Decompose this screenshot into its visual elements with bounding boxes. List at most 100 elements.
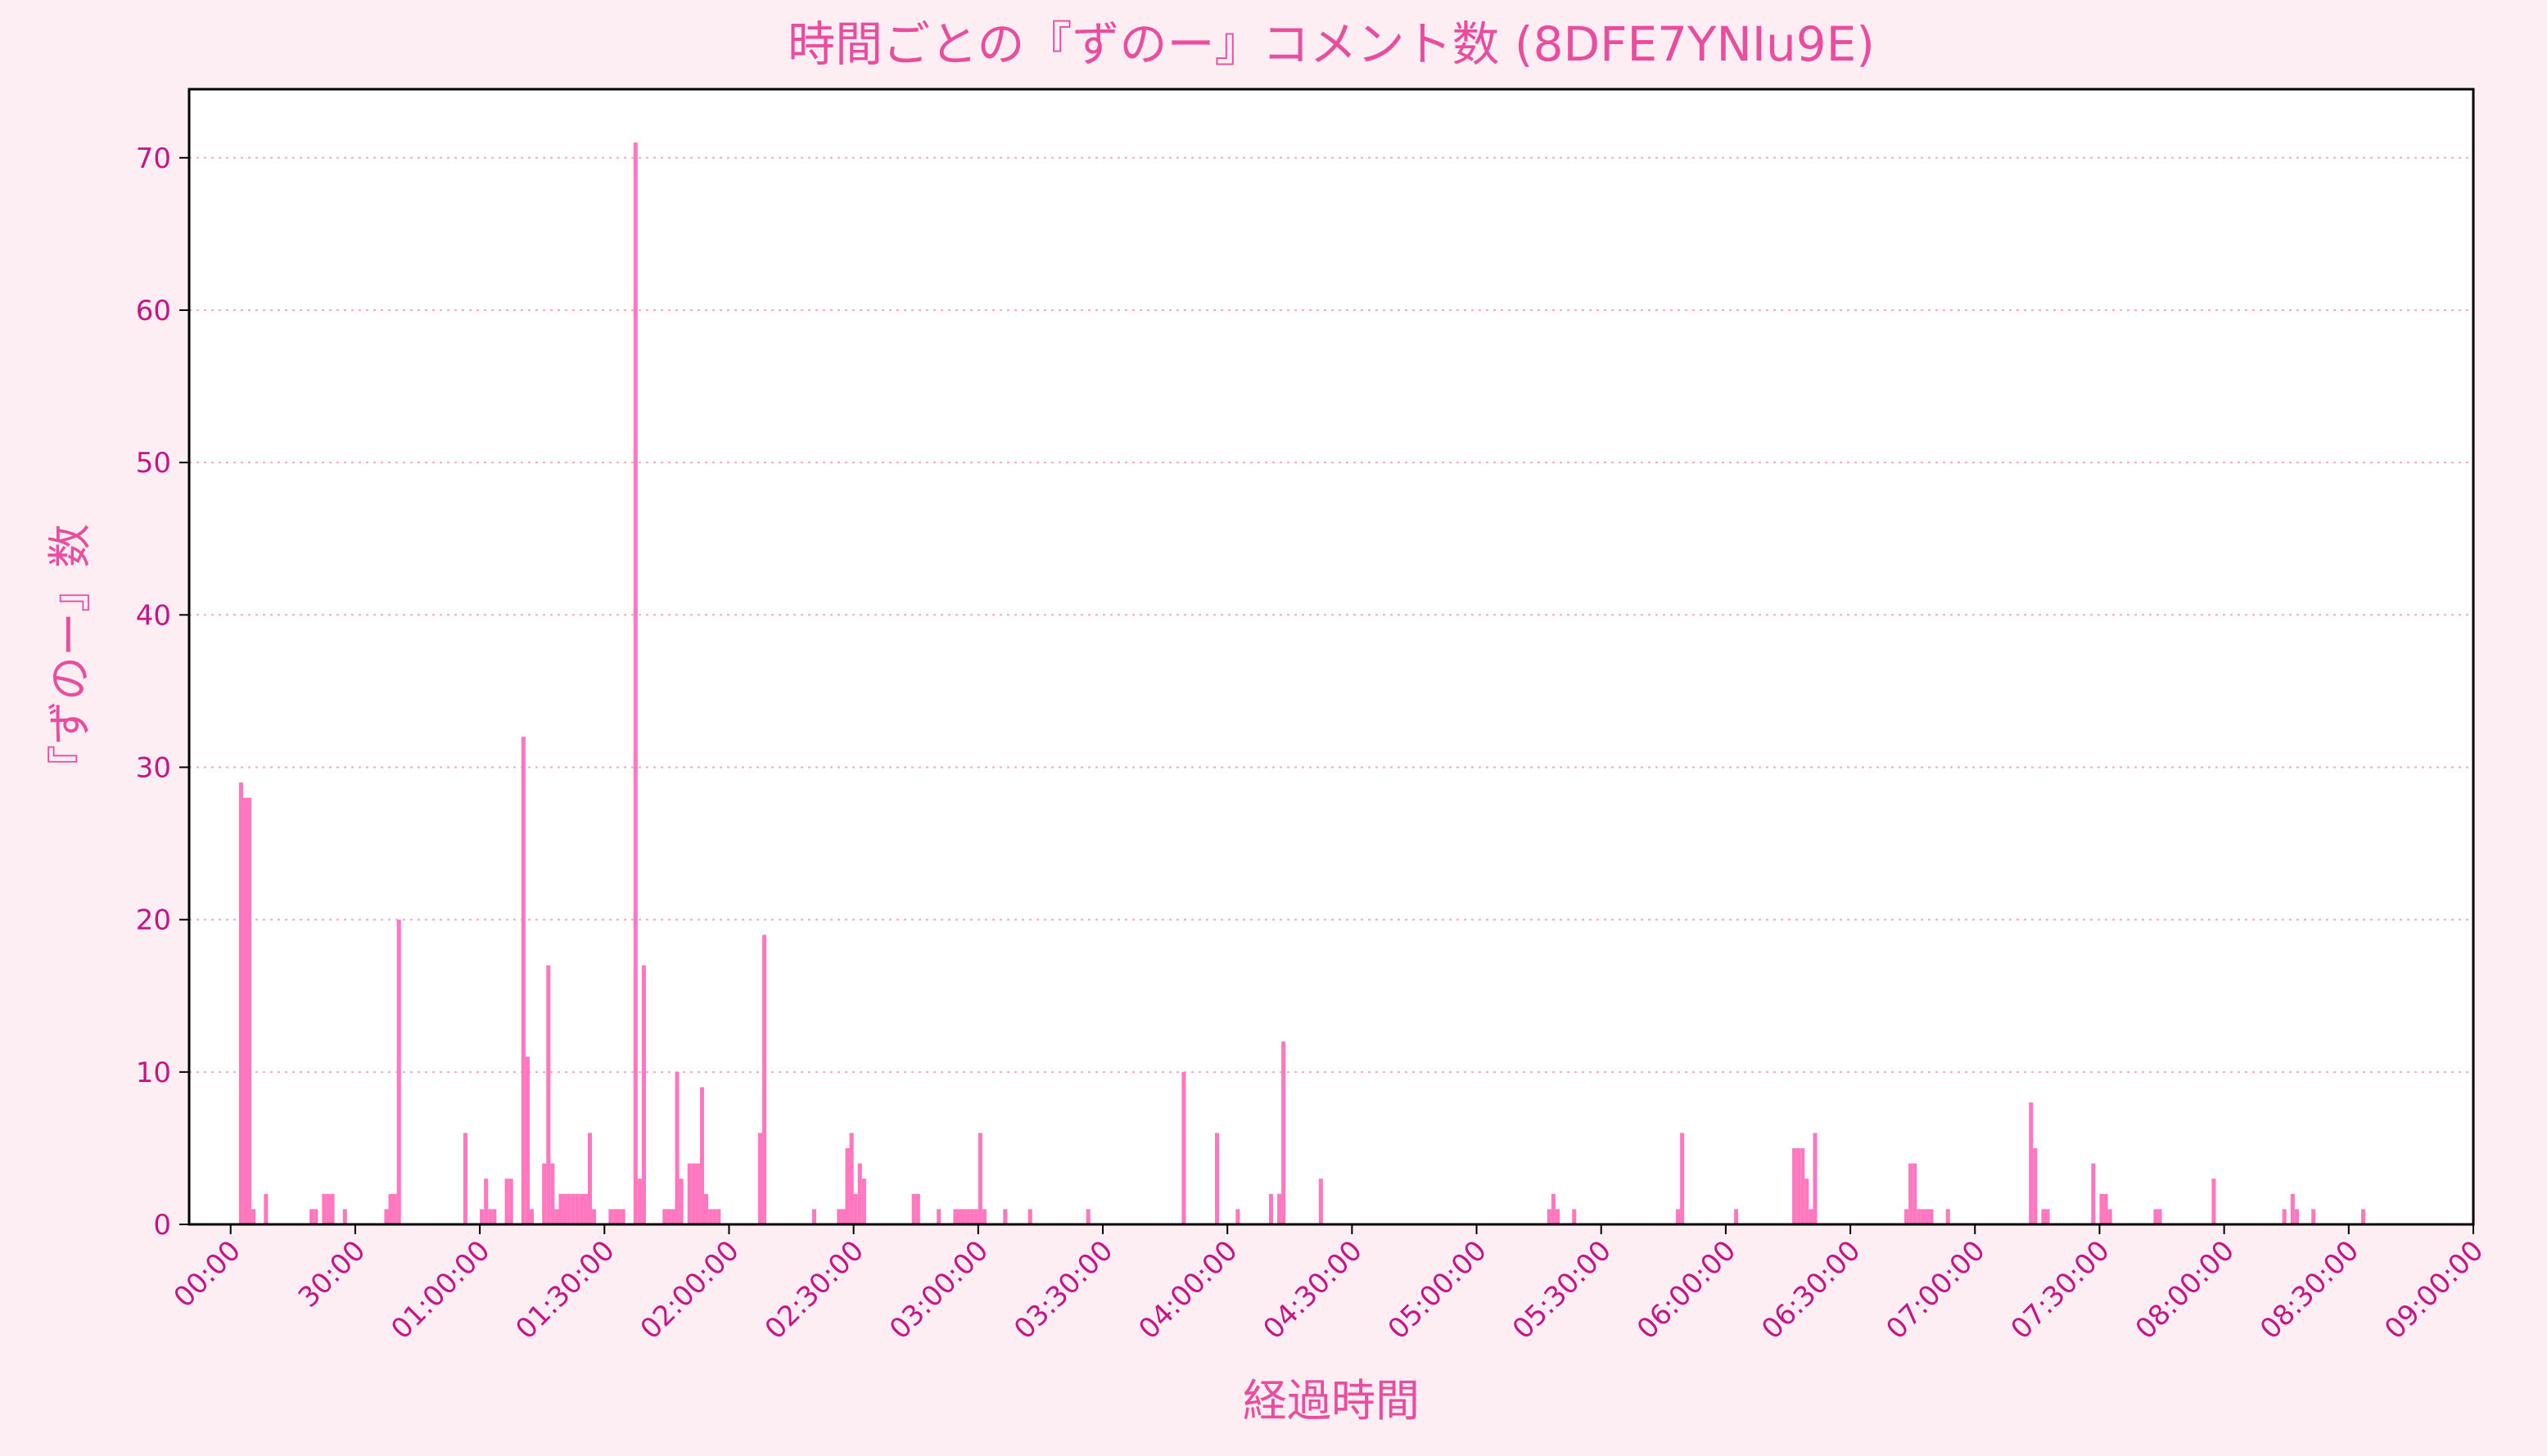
bar	[1734, 1209, 1739, 1224]
bar	[965, 1209, 970, 1224]
bar	[1680, 1133, 1685, 1224]
y-tick-label: 50	[136, 447, 171, 480]
bar	[1181, 1071, 1186, 1224]
bar	[762, 935, 767, 1224]
bar	[562, 1193, 567, 1224]
x-tick-label: 30:00	[292, 1234, 373, 1314]
bar	[2282, 1209, 2287, 1224]
x-tick-label: 01:30:00	[509, 1234, 621, 1346]
y-axis-label: 『ずのー』数	[44, 524, 96, 789]
x-tick-label: 02:30:00	[759, 1234, 870, 1346]
y-gridlines	[189, 156, 2473, 1073]
y-tick-label: 0	[153, 1209, 171, 1242]
bar	[550, 1163, 555, 1224]
bar	[592, 1209, 597, 1224]
bar	[2211, 1179, 2216, 1224]
bar	[841, 1209, 846, 1224]
bar	[2107, 1209, 2112, 1224]
bar	[529, 1209, 535, 1224]
bar	[1925, 1209, 1930, 1224]
bar	[937, 1209, 942, 1224]
bar	[1809, 1209, 1813, 1224]
bar	[463, 1133, 467, 1224]
bar	[671, 1209, 675, 1224]
chart-title: 時間ごとの『ずのー』コメント数 (8DFE7YNIu9E)	[788, 16, 1875, 72]
bar	[247, 797, 252, 1224]
x-tick-label: 04:00:00	[1132, 1234, 1244, 1346]
bar	[2290, 1193, 2295, 1224]
bar	[811, 1209, 816, 1224]
bar	[861, 1179, 866, 1224]
bar	[1913, 1163, 1917, 1224]
bar	[837, 1209, 842, 1224]
x-tick-label: 08:30:00	[2254, 1234, 2365, 1346]
x-tick-label: 06:00:00	[1631, 1234, 1742, 1346]
bar	[480, 1209, 485, 1224]
bar	[2361, 1209, 2366, 1224]
bar	[314, 1209, 318, 1224]
bar	[641, 965, 646, 1224]
bar	[1555, 1209, 1560, 1224]
bar	[2157, 1209, 2162, 1224]
y-tick-label: 70	[136, 142, 171, 175]
bar	[1796, 1147, 1801, 1224]
bar	[633, 142, 638, 1224]
bar	[384, 1209, 389, 1224]
bar	[396, 919, 401, 1224]
plot-background	[189, 89, 2473, 1224]
bar	[326, 1193, 331, 1224]
x-tick-label: 04:30:00	[1257, 1234, 1368, 1346]
bar	[1945, 1209, 1950, 1224]
bar	[1547, 1209, 1551, 1224]
bar	[2033, 1147, 2038, 1224]
bar	[1800, 1147, 1805, 1224]
bar	[2029, 1102, 2034, 1224]
bar	[1572, 1209, 1577, 1224]
bar	[1676, 1209, 1681, 1224]
bar	[616, 1209, 621, 1224]
x-tick-label: 07:00:00	[1880, 1234, 1991, 1346]
x-tick-label: 07:30:00	[2005, 1234, 2116, 1346]
x-axis-label: 経過時間	[1243, 1375, 1420, 1427]
x-tick-label: 08:00:00	[2129, 1234, 2241, 1346]
x-tick-label: 01:00:00	[385, 1234, 496, 1346]
bar	[915, 1193, 920, 1224]
bar	[845, 1147, 850, 1224]
bar	[679, 1179, 684, 1224]
bar	[488, 1209, 493, 1224]
bar	[1813, 1133, 1818, 1224]
bar	[621, 1209, 625, 1224]
bar	[853, 1193, 858, 1224]
x-tick-label: 05:00:00	[1382, 1234, 1493, 1346]
bar	[1551, 1193, 1556, 1224]
bar	[1003, 1209, 1008, 1224]
bar	[238, 782, 243, 1224]
bar	[2153, 1209, 2158, 1224]
bar	[1027, 1209, 1032, 1224]
y-axis: 0 10 20 30 40 50 60 70	[136, 142, 189, 1242]
bar	[849, 1133, 854, 1224]
x-tick-label: 03:00:00	[883, 1234, 995, 1346]
bar	[567, 1193, 571, 1224]
bar	[637, 1179, 642, 1224]
bar	[1281, 1041, 1286, 1224]
bar	[911, 1193, 916, 1224]
bar	[1277, 1193, 1282, 1224]
bar	[716, 1209, 721, 1224]
bar	[687, 1163, 692, 1224]
y-tick-label: 30	[136, 751, 171, 784]
bar	[1214, 1133, 1220, 1224]
bar	[666, 1209, 671, 1224]
bar	[1235, 1209, 1240, 1224]
bar	[504, 1179, 509, 1224]
bar	[961, 1209, 966, 1224]
bar	[757, 1133, 763, 1224]
bar	[1318, 1179, 1323, 1224]
bar	[2294, 1209, 2299, 1224]
y-tick-label: 60	[136, 295, 171, 327]
bar	[1792, 1147, 1797, 1224]
bar	[973, 1209, 978, 1224]
bar	[242, 797, 248, 1224]
bar	[558, 1193, 563, 1224]
bar	[675, 1071, 680, 1224]
